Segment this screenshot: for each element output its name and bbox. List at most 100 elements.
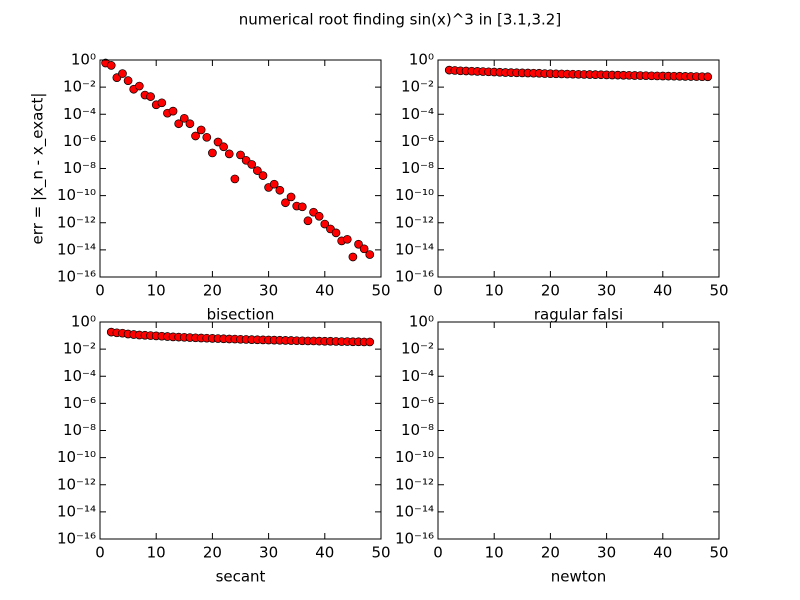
y-tick-label: 10⁻¹⁰ [395, 448, 434, 466]
y-tick-label: 10⁻¹⁶ [395, 268, 434, 286]
data-point [202, 132, 212, 142]
x-tick-label: 50 [371, 544, 390, 562]
data-point [314, 211, 324, 221]
y-tick-label: 10⁻¹² [395, 475, 434, 493]
x-tick-label: 40 [315, 544, 334, 562]
x-tick-label: 10 [485, 544, 504, 562]
y-tick-label: 10⁻² [401, 78, 434, 96]
axes-frame [437, 59, 720, 278]
y-tick-label: 10⁻¹⁶ [57, 530, 96, 548]
data-point [354, 239, 363, 249]
data-point [230, 174, 240, 184]
data-point [297, 202, 307, 212]
x-tick-label: 10 [147, 282, 166, 300]
x-tick-label: 10 [147, 544, 166, 562]
y-tick-label: 10⁰ [71, 313, 96, 331]
data-point [275, 185, 285, 195]
data-point [208, 148, 217, 158]
y-tick-label: 10⁰ [409, 313, 434, 331]
y-tick-label: 10⁻¹⁰ [57, 186, 96, 204]
figure-title: numerical root finding sin(x)^3 in [3.1,… [239, 11, 561, 29]
axes-frame [99, 321, 382, 540]
data-point [342, 234, 352, 244]
y-tick-label: 10⁻⁴ [63, 105, 96, 123]
y-tick-label: 10⁰ [71, 51, 96, 69]
data-point [157, 98, 167, 108]
y-tick-label: 10⁻¹⁶ [57, 268, 96, 286]
y-tick-label: 10⁻⁶ [401, 394, 434, 412]
data-point [106, 61, 116, 70]
y-tick-label: 10⁻⁸ [63, 421, 96, 439]
x-axis-label: bisection [207, 306, 275, 324]
y-tick-label: 10⁻² [401, 340, 434, 358]
data-point [123, 76, 133, 86]
data-point [118, 69, 127, 78]
x-axis-label: newton [551, 568, 607, 586]
y-tick-label: 10⁻⁶ [63, 132, 96, 150]
y-tick-label: 10⁻⁶ [401, 132, 434, 150]
axes-frame [437, 321, 720, 540]
y-tick-label: 10⁻² [63, 78, 96, 96]
x-tick-label: 30 [259, 544, 278, 562]
y-tick-label: 10⁻¹⁴ [57, 240, 96, 258]
y-tick-label: 10⁻¹⁴ [395, 502, 434, 520]
y-tick-label: 10⁰ [409, 51, 434, 69]
y-tick-label: 10⁻⁸ [401, 421, 434, 439]
y-tick-label: 10⁻¹⁰ [57, 448, 96, 466]
y-tick-label: 10⁻⁴ [401, 367, 434, 385]
y-tick-label: 10⁻¹⁴ [57, 502, 96, 520]
y-tick-label: 10⁻¹² [57, 213, 96, 231]
y-axis-label: err = |x_n - x_exact| [29, 93, 48, 245]
x-tick-label: 40 [653, 282, 672, 300]
data-point [185, 119, 195, 129]
x-tick-label: 30 [597, 544, 616, 562]
data-point [213, 137, 223, 147]
x-tick-label: 50 [709, 282, 728, 300]
x-tick-label: 40 [315, 282, 334, 300]
x-tick-label: 0 [433, 282, 443, 300]
x-tick-label: 40 [653, 544, 672, 562]
data-point [196, 125, 206, 135]
axes-frame [99, 59, 382, 278]
y-tick-label: 10⁻⁴ [63, 367, 96, 385]
y-tick-label: 10⁻⁴ [401, 105, 434, 123]
data-point [179, 113, 189, 123]
data-point [365, 250, 375, 259]
data-point [224, 149, 234, 159]
x-tick-label: 50 [371, 282, 390, 300]
y-tick-label: 10⁻⁸ [63, 159, 96, 177]
data-point [236, 150, 245, 160]
data-point [331, 228, 341, 238]
x-tick-label: 50 [709, 544, 728, 562]
y-tick-label: 10⁻¹⁴ [395, 240, 434, 258]
y-tick-label: 10⁻¹² [57, 475, 96, 493]
x-tick-label: 20 [203, 282, 222, 300]
x-tick-label: 20 [203, 544, 222, 562]
data-point [365, 337, 375, 347]
y-tick-label: 10⁻⁸ [401, 159, 434, 177]
data-point [258, 171, 268, 180]
y-tick-label: 10⁻¹⁶ [395, 530, 434, 548]
data-point [168, 106, 178, 116]
x-tick-label: 0 [433, 544, 443, 562]
data-point [253, 166, 262, 175]
data-point [320, 219, 330, 229]
data-point [219, 142, 228, 152]
data-point [174, 119, 184, 129]
data-point [359, 244, 369, 254]
data-point [269, 179, 279, 189]
x-tick-label: 0 [95, 282, 105, 300]
x-tick-label: 20 [541, 544, 560, 562]
data-point [281, 198, 290, 208]
y-tick-label: 10⁻² [63, 340, 96, 358]
x-tick-label: 10 [485, 282, 504, 300]
data-point [247, 160, 257, 169]
data-point [134, 81, 144, 91]
x-tick-label: 20 [541, 282, 560, 300]
x-tick-label: 30 [597, 282, 616, 300]
data-point [286, 192, 296, 202]
data-point [348, 252, 358, 262]
x-tick-label: 30 [259, 282, 278, 300]
